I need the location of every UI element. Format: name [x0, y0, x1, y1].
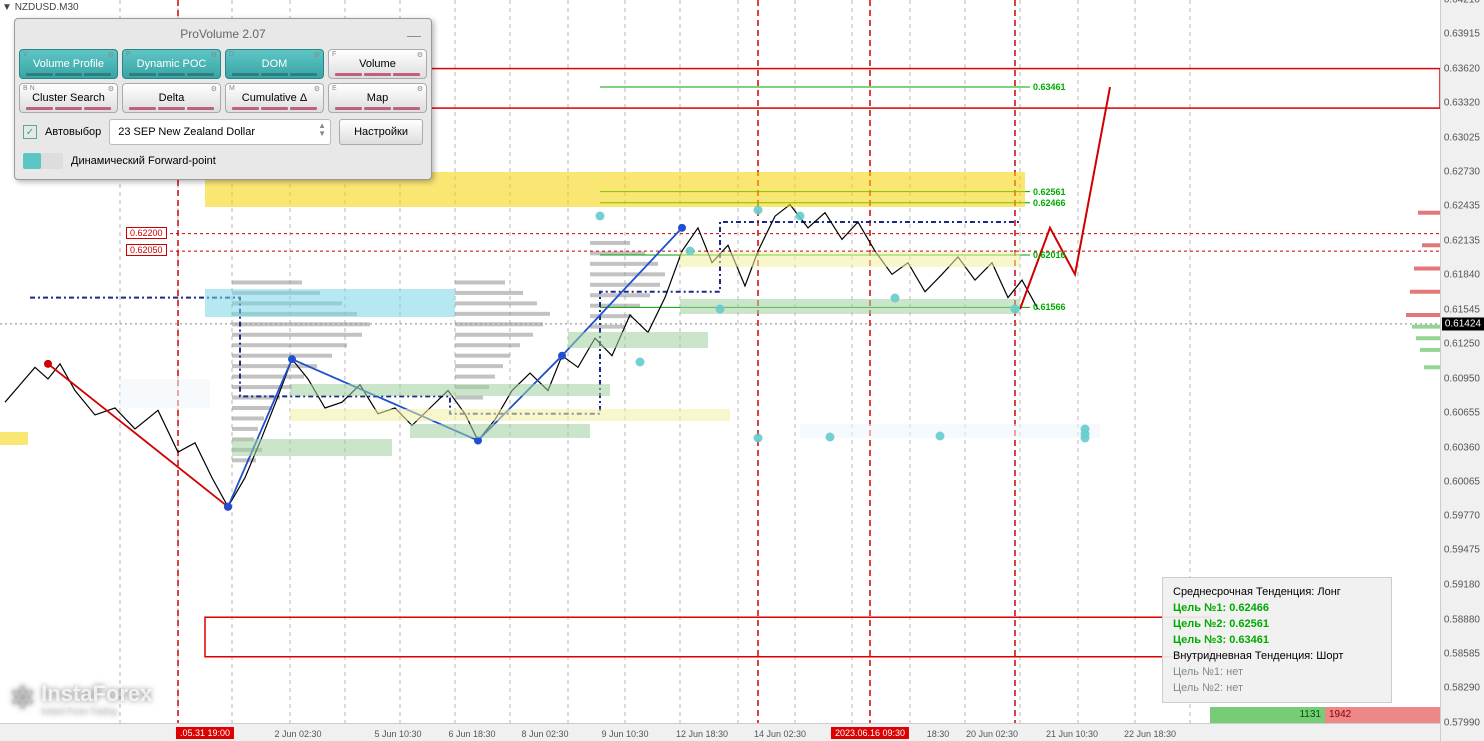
forward-point-toggle[interactable]: [23, 153, 63, 169]
panel-button-volume[interactable]: F⚙Volume: [328, 49, 427, 79]
footer-vol-green: 1131: [1210, 707, 1325, 723]
teal-marker: [1081, 424, 1090, 433]
x-tick: 22 Jun 18:30: [1124, 729, 1176, 739]
trend-mid-header: Среднесрочная Тенденция: Лонг: [1173, 584, 1381, 600]
green-level-label: 0.62016: [1033, 250, 1066, 260]
trend-intra-header: Внутридневная Тенденция: Шорт: [1173, 648, 1381, 664]
zone: [800, 424, 1100, 438]
teal-marker: [1011, 305, 1020, 314]
teal-marker: [686, 247, 695, 256]
x-tick: 18:30: [927, 729, 950, 739]
y-tick: 0.63320: [1444, 98, 1480, 109]
y-tick: 0.58880: [1444, 614, 1480, 625]
target-2: Цель №2: 0.62561: [1173, 616, 1381, 632]
x-tick: 12 Jun 18:30: [676, 729, 728, 739]
zone: [290, 384, 610, 397]
price-label: 0.62050: [126, 244, 167, 256]
y-tick: 0.60065: [1444, 476, 1480, 487]
intra-target-2: Цель №2: нет: [1173, 680, 1381, 696]
green-level-label: 0.63461: [1033, 82, 1066, 92]
panel-button-cluster-search[interactable]: B N⚙Cluster Search: [19, 83, 118, 113]
forward-point-label: Динамический Forward-point: [71, 155, 216, 167]
green-level-label: 0.62466: [1033, 198, 1066, 208]
y-axis: 0.64210 0.63915 0.63620 0.63320 0.63025 0.627…: [1440, 0, 1484, 741]
y-tick: 0.58585: [1444, 648, 1480, 659]
price-label: 0.62200: [126, 227, 167, 239]
teal-marker: [754, 206, 763, 215]
teal-marker: [596, 212, 605, 221]
x-tick: 2023.06.16 09:30: [831, 727, 909, 739]
teal-marker: [716, 305, 725, 314]
y-tick: 0.61840: [1444, 270, 1480, 281]
panel-button-delta[interactable]: ⚙Delta: [122, 83, 221, 113]
target-3: Цель №3: 0.63461: [1173, 632, 1381, 648]
panel-button-dynamic-poc[interactable]: P⚙Dynamic POC: [122, 49, 221, 79]
y-tick: 0.62730: [1444, 167, 1480, 178]
teal-marker: [754, 434, 763, 443]
footer-vol-red: 1942: [1325, 707, 1440, 723]
y-tick: 0.64210: [1444, 0, 1480, 6]
y-tick: 0.59180: [1444, 579, 1480, 590]
contract-select[interactable]: 23 SEP New Zealand Dollar ▲▼: [109, 119, 331, 145]
panel-button-dom[interactable]: D⚙DOM: [225, 49, 324, 79]
y-tick: 0.61250: [1444, 339, 1480, 350]
y-tick: 0.61545: [1444, 304, 1480, 315]
y-tick: 0.59770: [1444, 511, 1480, 522]
y-tick: 0.62135: [1444, 236, 1480, 247]
y-tick: 0.60950: [1444, 373, 1480, 384]
auto-checkbox[interactable]: ✓: [23, 125, 37, 139]
green-level-label: 0.61566: [1033, 302, 1066, 312]
x-tick: 14 Jun 02:30: [754, 729, 806, 739]
zone: [232, 439, 392, 455]
x-tick: 2 Jun 02:30: [274, 729, 321, 739]
green-level-label: 0.62561: [1033, 187, 1066, 197]
y-tick: 0.63025: [1444, 132, 1480, 143]
zone: [205, 289, 455, 317]
provolume-panel[interactable]: ProVolume 2.07 — V⚙Volume ProfileP⚙Dynam…: [14, 18, 432, 180]
x-tick: 8 Jun 02:30: [521, 729, 568, 739]
zone: [410, 424, 590, 438]
target-box: Среднесрочная Тенденция: Лонг Цель №1: 0…: [1162, 577, 1392, 703]
teal-marker: [936, 431, 945, 440]
panel-button-volume-profile[interactable]: V⚙Volume Profile: [19, 49, 118, 79]
panel-button-cumulative-δ[interactable]: M⚙Cumulative Δ: [225, 83, 324, 113]
y-tick: 0.60360: [1444, 442, 1480, 453]
instaforex-logo: ✲ InstaForexInstant Forex Trading: [10, 681, 152, 716]
zone: [290, 409, 730, 421]
y-tick: 0.60655: [1444, 408, 1480, 419]
y-tick: 0.63620: [1444, 63, 1480, 74]
zone: [0, 432, 28, 445]
x-tick: 6 Jun 18:30: [448, 729, 495, 739]
x-tick: 5 Jun 10:30: [374, 729, 421, 739]
settings-button[interactable]: Настройки: [339, 119, 423, 145]
intra-target-1: Цель №1: нет: [1173, 664, 1381, 680]
y-tick: 0.63915: [1444, 29, 1480, 40]
zone: [568, 332, 708, 347]
teal-marker: [796, 212, 805, 221]
x-tick: 9 Jun 10:30: [601, 729, 648, 739]
teal-marker: [826, 433, 835, 442]
y-tick: 0.59475: [1444, 545, 1480, 556]
y-current-price: 0.61424: [1442, 317, 1484, 330]
zone: [680, 299, 1020, 314]
teal-marker: [891, 293, 900, 302]
y-tick: 0.62435: [1444, 201, 1480, 212]
panel-title: ProVolume 2.07 —: [19, 23, 427, 49]
chart-area[interactable]: ▼ NZDUSD.M30 ProVolume 2.07 — V⚙Volume P…: [0, 0, 1440, 741]
panel-button-map[interactable]: E⚙Map: [328, 83, 427, 113]
x-tick: 20 Jun 02:30: [966, 729, 1018, 739]
target-1: Цель №1: 0.62466: [1173, 600, 1381, 616]
zone: [680, 252, 1020, 267]
x-tick: .05.31 19:00: [176, 727, 234, 739]
teal-marker: [636, 357, 645, 366]
x-axis: .05.31 19:00 2 Jun 02:30 5 Jun 10:30 6 Jun …: [0, 723, 1440, 741]
y-tick: 0.57990: [1444, 718, 1480, 729]
y-tick: 0.58290: [1444, 683, 1480, 694]
panel-minimize-icon[interactable]: —: [407, 27, 421, 43]
zone: [120, 379, 210, 408]
x-tick: 21 Jun 10:30: [1046, 729, 1098, 739]
gear-icon: ✲: [10, 681, 35, 716]
auto-label: Автовыбор: [45, 126, 101, 138]
